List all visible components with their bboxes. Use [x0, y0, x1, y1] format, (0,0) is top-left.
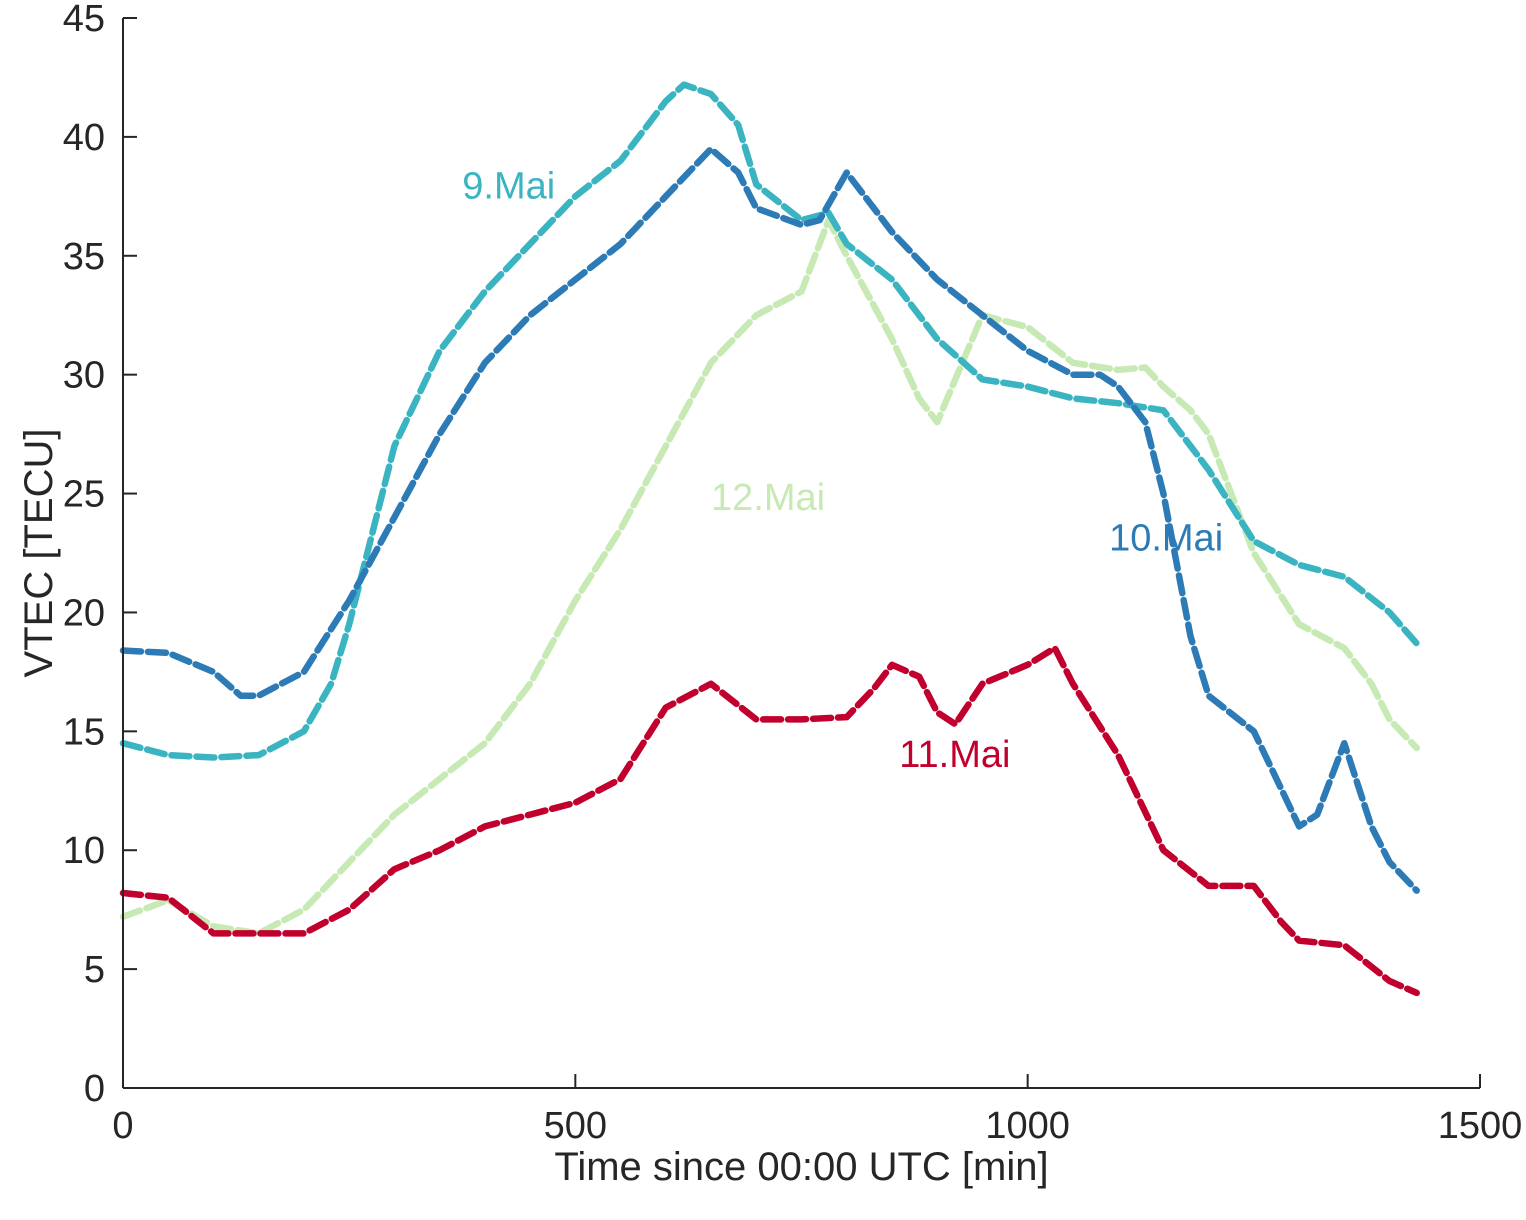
y-tick-label: 35	[63, 236, 105, 278]
y-tick-label: 30	[63, 355, 105, 397]
series-label: 10.Mai	[1109, 518, 1223, 560]
series-layer	[119, 81, 1420, 997]
y-tick-label: 45	[63, 0, 105, 40]
series-line-10-mai	[119, 145, 1420, 894]
y-tick-label: 10	[63, 830, 105, 872]
y-tick-label: 25	[63, 474, 105, 516]
series-label: 9.Mai	[462, 166, 555, 208]
y-tick-label: 40	[63, 117, 105, 159]
series-line-12-mai	[119, 216, 1420, 937]
series-line-11-mai	[119, 644, 1420, 997]
series-label: 12.Mai	[711, 477, 825, 519]
x-ticks: 0 500 1000 1500	[112, 1074, 1522, 1147]
x-axis-title: Time since 00:00 UTC [min]	[554, 1145, 1048, 1189]
y-tick-label: 0	[84, 1068, 105, 1110]
x-tick-label: 1000	[985, 1105, 1070, 1147]
series-line-9-mai	[119, 81, 1420, 761]
series-label: 11.Mai	[899, 734, 1010, 776]
y-tick-label: 15	[63, 711, 105, 753]
x-tick-label: 1500	[1438, 1105, 1523, 1147]
y-ticks: 0 5 10 15 20 25 30 35 40 45	[63, 0, 137, 1110]
axes	[122, 18, 1480, 1089]
x-tick-label: 500	[544, 1105, 607, 1147]
y-tick-label: 20	[63, 592, 105, 634]
series-labels: 9.Mai 12.Mai 10.Mai 11.Mai	[462, 166, 1223, 776]
x-tick-label: 0	[112, 1105, 133, 1147]
y-tick-label: 5	[84, 949, 105, 991]
y-axis-title: VTEC [TECU]	[17, 429, 61, 678]
